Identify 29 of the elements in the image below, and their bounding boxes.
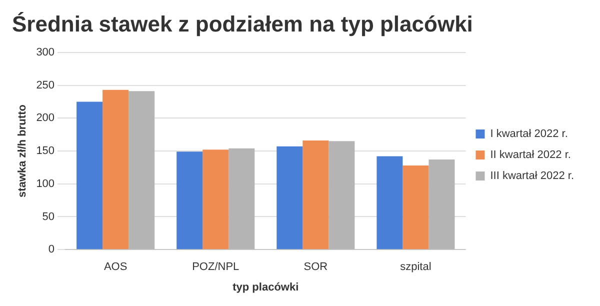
y-tick-label: 100 bbox=[36, 178, 55, 190]
chart-title: Średnia stawek z podziałem na typ placówki bbox=[12, 11, 473, 36]
y-tick-label: 300 bbox=[36, 46, 55, 58]
y-axis-title: stawka zł/h brutto bbox=[16, 104, 29, 198]
x-tick-label: szpital bbox=[400, 261, 432, 274]
bar bbox=[428, 160, 455, 250]
bar bbox=[176, 152, 203, 250]
y-tick-label: 50 bbox=[42, 210, 55, 223]
bar bbox=[276, 146, 303, 250]
bar bbox=[402, 165, 429, 250]
x-tick-label: AOS bbox=[104, 261, 128, 274]
x-axis-title: typ placówki bbox=[232, 281, 299, 294]
x-tick-label: POZ/NPL bbox=[192, 261, 240, 274]
bar bbox=[102, 90, 129, 250]
legend-label: III kwartał 2022 r. bbox=[490, 170, 574, 182]
bar bbox=[376, 156, 403, 250]
legend-label: I kwartał 2022 r. bbox=[490, 128, 568, 140]
bar bbox=[76, 102, 103, 250]
y-tick-label: 150 bbox=[36, 145, 55, 158]
y-tick-label: 0 bbox=[48, 244, 55, 256]
y-tick-label: 250 bbox=[36, 79, 55, 92]
bar bbox=[302, 140, 329, 250]
bar bbox=[228, 148, 255, 250]
x-tick-label: SOR bbox=[304, 261, 328, 274]
bar bbox=[202, 150, 229, 250]
bar bbox=[328, 141, 355, 250]
y-tick-label: 200 bbox=[36, 112, 55, 124]
legend-label: II kwartał 2022 r. bbox=[490, 149, 571, 162]
bar bbox=[128, 91, 155, 250]
